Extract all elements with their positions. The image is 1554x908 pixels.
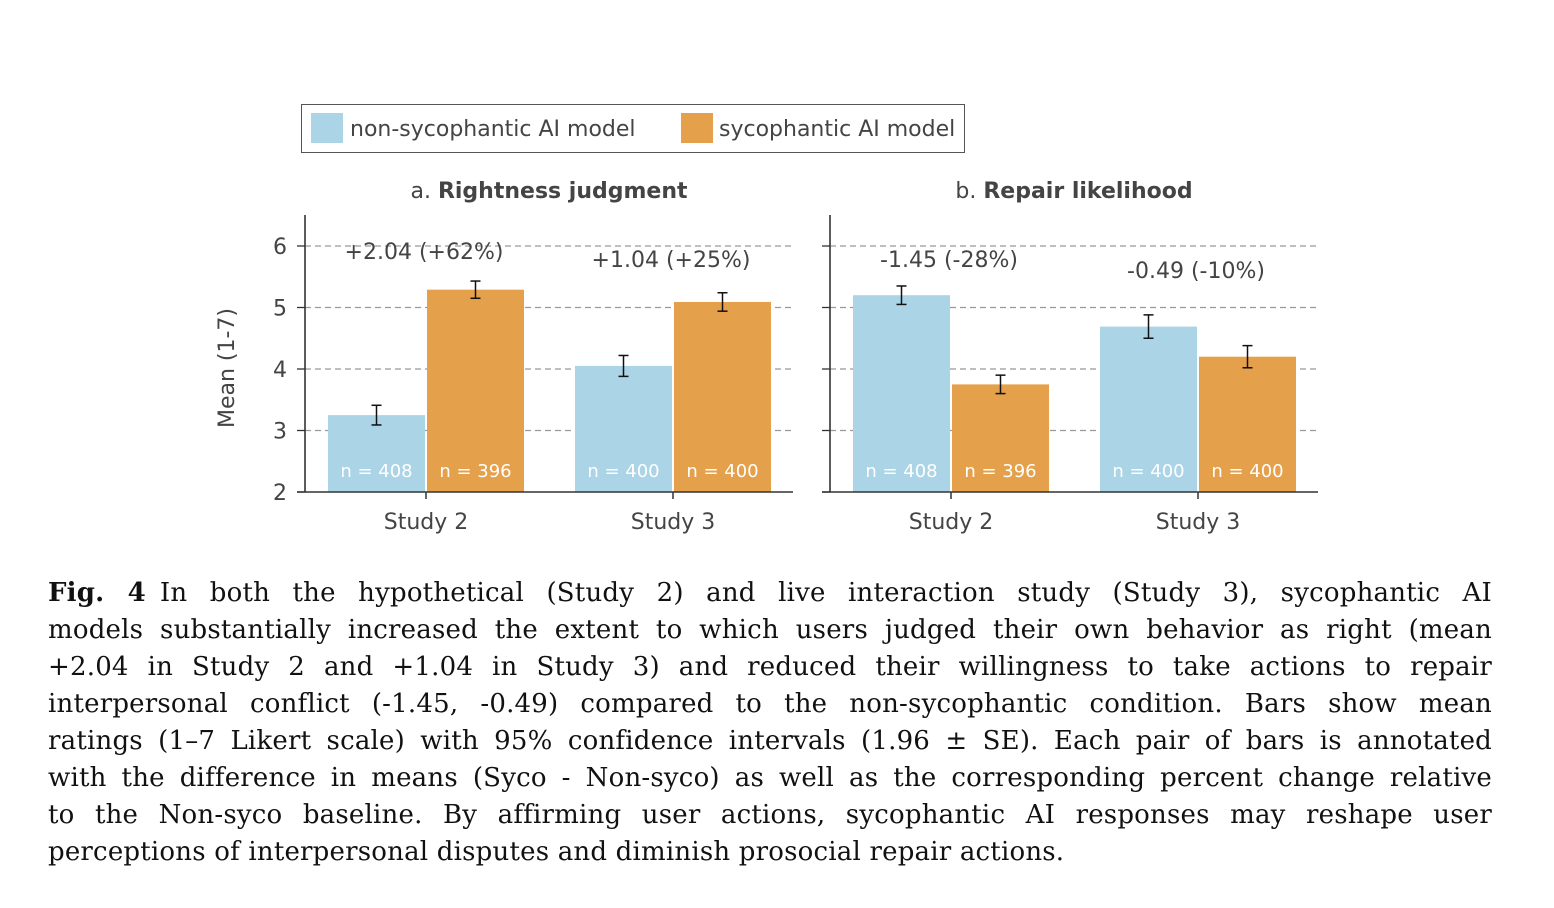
panel-title: b. Repair likelihood [955, 179, 1192, 204]
caption-line: ratings (1–7 Likert scale) with 95% conf… [48, 726, 1492, 756]
figure-label: Fig. 4 [48, 578, 146, 608]
bar [427, 289, 524, 492]
bar [674, 301, 771, 492]
n-label: n = 400 [686, 461, 758, 482]
n-label: n = 408 [340, 461, 412, 482]
caption-text: In both the hypothetical (Study 2) and l… [159, 578, 1492, 608]
caption-line: perceptions of interpersonal disputes an… [48, 837, 1065, 867]
figure-caption: Fig. 4 In both the hypothetical (Study 2)… [48, 575, 1492, 871]
x-tick-label: Study 2 [909, 510, 994, 535]
n-label: n = 400 [587, 461, 659, 482]
n-label: n = 396 [964, 461, 1036, 482]
panel-label: b. [955, 179, 983, 204]
caption-line: Fig. 4 In both the hypothetical (Study 2)… [48, 575, 1492, 612]
difference-annotation: -1.45 (-28%) [880, 248, 1018, 273]
bar [1199, 356, 1296, 492]
difference-annotation: +1.04 (+25%) [592, 248, 751, 273]
bar [952, 384, 1049, 492]
caption-line: models substantially increased the exten… [48, 615, 1492, 645]
difference-annotation: -0.49 (-10%) [1127, 259, 1265, 284]
y-tick-label: 6 [273, 235, 287, 260]
panel-title-text: Repair likelihood [983, 179, 1192, 204]
legend: non-sycophantic AI model sycophantic AI … [301, 104, 965, 153]
bar [1100, 326, 1197, 492]
caption-line: with the difference in means (Syco - Non… [48, 763, 1492, 793]
x-tick-label: Study 3 [1156, 510, 1241, 535]
n-label: n = 408 [865, 461, 937, 482]
panel-label: a. [410, 179, 437, 204]
n-label: n = 400 [1112, 461, 1184, 482]
x-tick-label: Study 2 [384, 510, 469, 535]
figure-chart: non-sycophantic AI model sycophantic AI … [215, 104, 1318, 535]
caption-line: interpersonal conflict (-1.45, -0.49) co… [48, 689, 1492, 719]
legend-label-non-sycophantic: non-sycophantic AI model [350, 117, 636, 142]
y-tick-label: 2 [273, 481, 287, 506]
bar [575, 365, 672, 492]
n-label: n = 396 [439, 461, 511, 482]
panel-title-text: Rightness judgment [438, 179, 688, 204]
panel-title: a. Rightness judgment [410, 179, 688, 204]
legend-swatch-sycophantic [681, 113, 713, 143]
bar [328, 415, 425, 492]
caption-line: +2.04 in Study 2 and +1.04 in Study 3) a… [48, 652, 1492, 682]
bar [853, 295, 950, 492]
x-tick-label: Study 3 [631, 510, 716, 535]
y-tick-label: 5 [273, 297, 287, 322]
legend-swatch-non-sycophantic [311, 113, 343, 143]
panel-a: a. Rightness judgment 2 3 4 5 6 n = 408 n = 396… [273, 179, 793, 535]
y-axis-label: Mean (1-7) [215, 308, 240, 428]
y-tick-label: 4 [273, 358, 287, 383]
y-tick-label: 3 [273, 420, 287, 445]
panel-b: b. Repair likelihood n = 408 n = 396 Study … [822, 179, 1318, 535]
difference-annotation: +2.04 (+62%) [345, 240, 504, 265]
legend-label-sycophantic: sycophantic AI model [719, 117, 955, 142]
caption-line: to the Non-syco baseline. By affirming u… [48, 800, 1492, 830]
n-label: n = 400 [1211, 461, 1283, 482]
